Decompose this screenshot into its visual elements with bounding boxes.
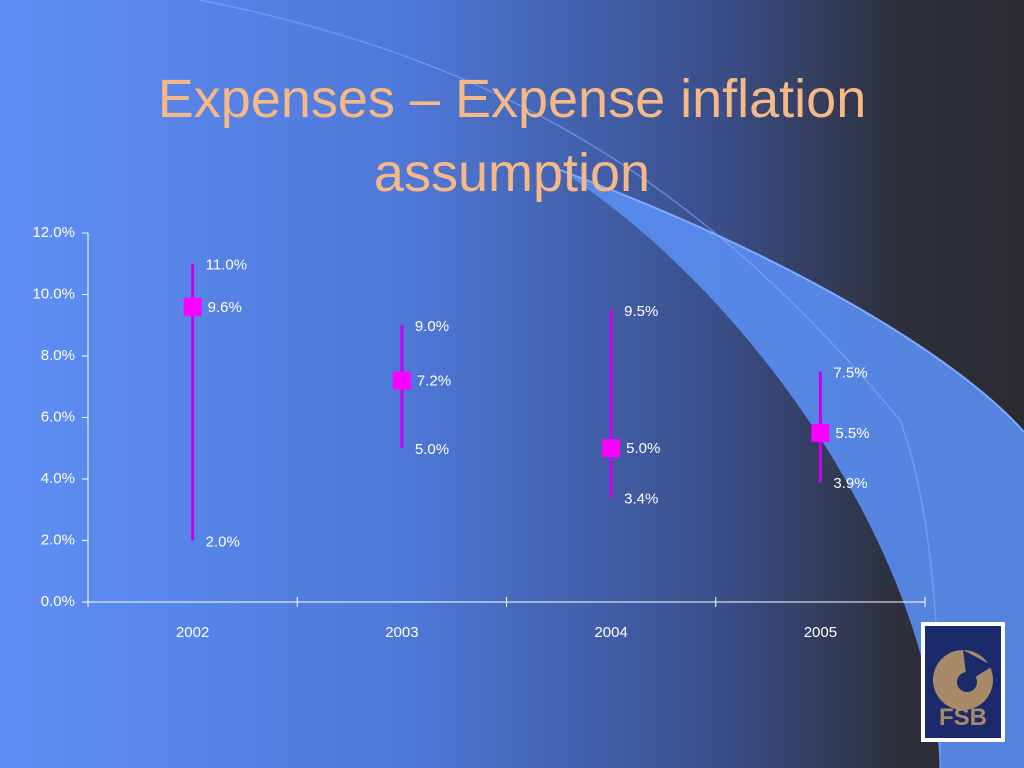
mid-marker bbox=[392, 371, 411, 390]
high-label: 9.0% bbox=[415, 318, 449, 335]
y-tick-label: 8.0% bbox=[41, 347, 75, 364]
low-label: 3.9% bbox=[833, 475, 867, 492]
y-tick-label: 6.0% bbox=[41, 408, 75, 425]
high-label: 9.5% bbox=[624, 303, 658, 320]
x-tick-label: 2002 bbox=[176, 624, 209, 641]
high-label: 11.0% bbox=[206, 257, 247, 274]
low-label: 3.4% bbox=[624, 490, 658, 507]
logo-text: FSB bbox=[939, 704, 987, 731]
y-tick-label: 10.0% bbox=[32, 285, 75, 302]
chart-title: Expenses – Expense inflation assumption bbox=[157, 69, 867, 203]
y-tick-label: 4.0% bbox=[41, 470, 75, 487]
low-label: 2.0% bbox=[206, 533, 240, 550]
y-tick-label: 0.0% bbox=[41, 593, 75, 610]
low-label: 5.0% bbox=[415, 441, 449, 458]
high-label: 7.5% bbox=[833, 364, 867, 381]
y-tick-label: 12.0% bbox=[32, 224, 75, 241]
x-tick-label: 2003 bbox=[385, 624, 418, 641]
decor-edge bbox=[559, 169, 1024, 433]
mid-marker bbox=[811, 423, 830, 442]
logo-cut bbox=[963, 650, 993, 682]
logo-mark bbox=[933, 650, 993, 710]
mid-marker bbox=[602, 439, 621, 458]
mid-label: 7.2% bbox=[417, 373, 451, 390]
mid-label: 5.5% bbox=[835, 425, 869, 442]
x-tick-label: 2005 bbox=[804, 624, 837, 641]
mid-marker bbox=[183, 297, 202, 316]
mid-label: 9.6% bbox=[208, 299, 242, 316]
y-tick-label: 2.0% bbox=[41, 531, 75, 548]
logo: FSB bbox=[925, 626, 1001, 738]
decor-curve bbox=[199, 0, 941, 768]
logo-frame: FSB bbox=[921, 622, 1005, 742]
x-tick-label: 2004 bbox=[594, 624, 627, 641]
mid-label: 5.0% bbox=[626, 440, 660, 457]
